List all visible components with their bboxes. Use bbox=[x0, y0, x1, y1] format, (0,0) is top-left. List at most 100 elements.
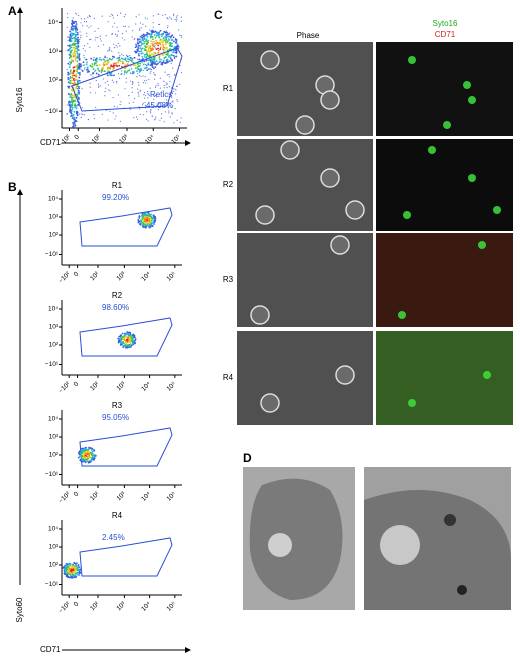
event-dot bbox=[132, 61, 135, 64]
event-dot bbox=[133, 342, 136, 344]
event-dot bbox=[168, 73, 170, 76]
event-dot bbox=[110, 72, 113, 75]
event-dot bbox=[68, 111, 71, 113]
event-dot bbox=[122, 344, 125, 347]
event-dot bbox=[76, 48, 79, 51]
event-dot bbox=[83, 45, 86, 47]
event-dot bbox=[172, 67, 174, 69]
event-dot bbox=[80, 34, 82, 36]
event-dot bbox=[138, 84, 140, 86]
event-dot bbox=[154, 47, 156, 49]
event-dot bbox=[107, 50, 109, 52]
event-dot bbox=[176, 98, 178, 101]
event-dot bbox=[144, 91, 146, 94]
event-dot bbox=[81, 113, 83, 115]
event-dot bbox=[87, 16, 89, 18]
event-dot bbox=[80, 452, 83, 455]
event-dot bbox=[176, 18, 178, 20]
event-dot bbox=[106, 57, 108, 59]
event-dot bbox=[175, 52, 178, 54]
event-dot bbox=[168, 112, 170, 114]
event-dot bbox=[144, 101, 146, 104]
event-dot bbox=[84, 20, 86, 23]
event-dot bbox=[142, 82, 145, 84]
event-dot bbox=[71, 88, 73, 91]
event-dot bbox=[180, 16, 183, 18]
event-dot bbox=[89, 456, 92, 459]
event-dot bbox=[118, 56, 121, 59]
event-dot bbox=[146, 50, 149, 53]
event-dot bbox=[145, 64, 148, 67]
event-dot bbox=[100, 59, 103, 61]
event-dot bbox=[130, 340, 133, 342]
event-dot bbox=[137, 58, 139, 61]
event-dot bbox=[99, 35, 101, 37]
event-dot bbox=[155, 116, 157, 118]
event-dot bbox=[82, 61, 85, 64]
event-dot bbox=[78, 53, 81, 56]
y-tick-label: −10¹ bbox=[45, 108, 59, 115]
event-dot bbox=[79, 38, 81, 40]
event-dot bbox=[140, 222, 142, 225]
x-tick-label: 10² bbox=[89, 490, 101, 502]
event-dot bbox=[155, 118, 157, 120]
event-dot bbox=[117, 73, 120, 75]
event-dot bbox=[72, 46, 75, 49]
event-dot bbox=[146, 33, 148, 36]
event-dot bbox=[135, 51, 137, 54]
event-dot bbox=[141, 217, 144, 220]
event-dot bbox=[145, 59, 148, 62]
x-tick-label: 0 bbox=[73, 270, 81, 278]
x-tick-label: 10² bbox=[89, 600, 101, 612]
event-dot bbox=[90, 451, 92, 454]
event-dot bbox=[145, 217, 147, 220]
event-dot bbox=[74, 572, 77, 575]
event-dot bbox=[154, 74, 157, 76]
event-dot bbox=[140, 214, 143, 217]
event-dot bbox=[124, 13, 127, 16]
event-dot bbox=[99, 56, 101, 59]
event-dot bbox=[145, 79, 148, 81]
event-dot bbox=[75, 78, 78, 81]
event-dot bbox=[152, 26, 154, 28]
x-tick-label: 10⁵ bbox=[165, 490, 177, 502]
event-dot bbox=[136, 48, 139, 51]
event-dot bbox=[97, 68, 100, 70]
micrographs: R1 R2 R3 R4 bbox=[223, 42, 513, 425]
event-dot bbox=[149, 59, 152, 62]
event-dot bbox=[109, 74, 112, 76]
cell bbox=[330, 235, 350, 255]
event-dot bbox=[72, 568, 75, 571]
event-dot bbox=[125, 338, 128, 341]
event-dot bbox=[138, 58, 141, 61]
event-dot bbox=[124, 25, 127, 28]
event-dot bbox=[150, 70, 152, 73]
event-dot bbox=[81, 458, 83, 461]
event-dot bbox=[177, 45, 179, 48]
x-tick-label: 10⁴ bbox=[144, 134, 156, 146]
event-dot bbox=[150, 35, 153, 38]
event-dot bbox=[80, 116, 83, 118]
event-dot bbox=[66, 565, 69, 567]
event-dot bbox=[112, 58, 114, 60]
event-dot bbox=[91, 452, 94, 455]
x-tick-label: −10² bbox=[58, 270, 73, 285]
event-dot bbox=[83, 54, 85, 57]
event-dot bbox=[73, 566, 76, 568]
event-dot bbox=[137, 39, 139, 41]
event-dot bbox=[134, 97, 136, 100]
event-dot bbox=[65, 567, 67, 569]
event-dot bbox=[179, 83, 181, 85]
column-header: Syto16 bbox=[433, 19, 458, 28]
event-dot bbox=[76, 23, 78, 25]
event-dot bbox=[148, 226, 151, 229]
event-dot bbox=[84, 18, 86, 20]
event-dot bbox=[159, 48, 162, 51]
event-dot bbox=[157, 62, 159, 65]
event-dot bbox=[77, 564, 80, 567]
event-dot bbox=[103, 61, 106, 64]
event-dot bbox=[120, 72, 123, 75]
event-dot bbox=[124, 344, 127, 347]
event-dot bbox=[74, 29, 77, 31]
event-dot bbox=[147, 216, 150, 218]
